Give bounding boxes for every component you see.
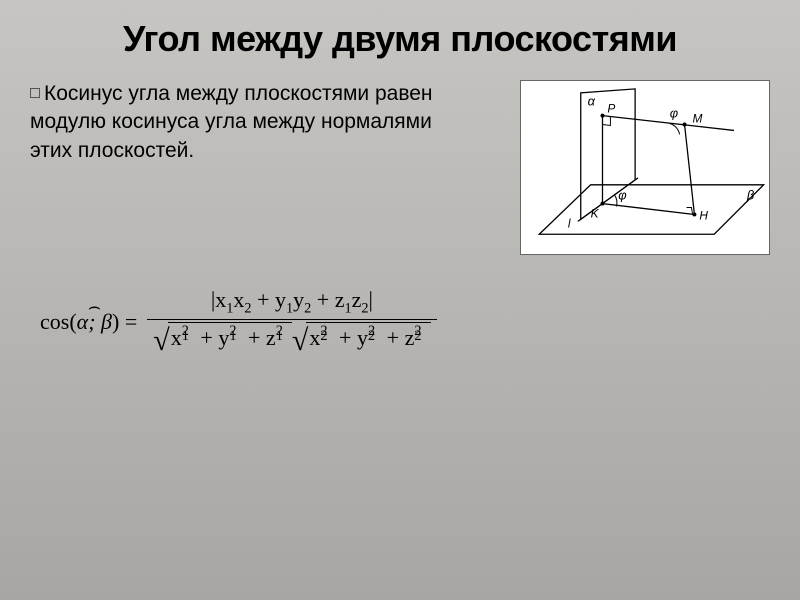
sqrt-2: √ x22 + y22 + z22 <box>292 322 431 352</box>
label-phi-M: φ <box>670 106 678 121</box>
label-P: P <box>607 102 615 116</box>
label-H: H <box>699 208 708 222</box>
fraction: |x1x2 + y1y2 + z1z2| √ x12 + y12 + z12 √… <box>147 285 436 358</box>
label-beta: β <box>746 188 755 203</box>
page-title: Угол между двумя плоскостями <box>0 0 800 70</box>
def-line3: этих плоскостей. <box>30 139 194 162</box>
denominator: √ x12 + y12 + z12 √ x22 + y22 + z22 <box>147 320 436 358</box>
def-line1: Косинус угла между плоскостями равен <box>44 82 433 105</box>
planes-diagram: α β P M K H l φ φ <box>520 80 770 255</box>
cos-close: ) = <box>112 309 137 334</box>
cos-open: cos( <box>40 309 77 334</box>
lhs: cos(α; β) = <box>40 309 137 335</box>
label-alpha: α <box>588 94 596 109</box>
formula-block: cos(α; β) = |x1x2 + y1y2 + z1z2| √ x12 +… <box>0 255 800 358</box>
sqrt-1: √ x12 + y12 + z12 <box>153 322 292 352</box>
label-M: M <box>692 112 702 126</box>
content-row: Косинус угла между плоскостями равен мод… <box>0 70 800 255</box>
label-l: l <box>568 216 571 230</box>
numerator: |x1x2 + y1y2 + z1z2| <box>205 285 379 319</box>
bullet-icon <box>30 88 40 98</box>
formula-cosine: cos(α; β) = |x1x2 + y1y2 + z1z2| √ x12 +… <box>40 285 760 358</box>
definition-paragraph: Косинус угла между плоскостями равен мод… <box>30 80 520 165</box>
label-K: K <box>591 206 600 220</box>
angle-arg: α; β <box>77 309 112 335</box>
label-phi-K: φ <box>618 188 626 203</box>
def-line2: модулю косинуса угла между нормалями <box>30 110 432 133</box>
